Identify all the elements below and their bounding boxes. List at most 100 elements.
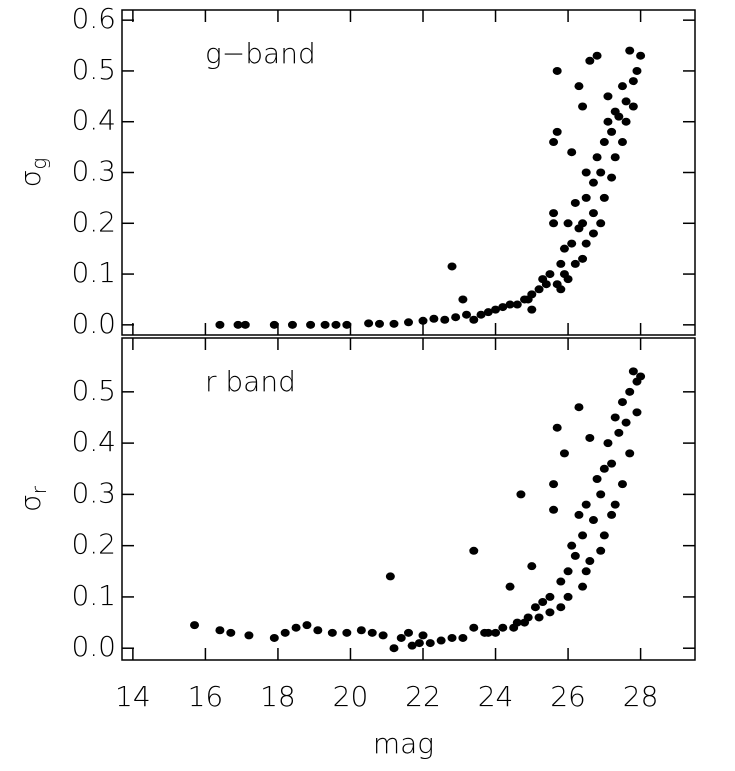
point: [280, 628, 290, 637]
point: [581, 239, 591, 248]
point: [556, 603, 566, 612]
point: [447, 633, 457, 642]
point: [603, 92, 613, 101]
point: [552, 280, 562, 289]
point: [534, 613, 544, 622]
point: [491, 305, 501, 314]
point: [538, 598, 548, 607]
point: [570, 259, 580, 268]
y-axis-label: σg: [14, 158, 51, 188]
point: [617, 398, 627, 407]
point: [527, 305, 537, 314]
point: [570, 198, 580, 207]
point: [364, 319, 374, 328]
x-tick-label: 16: [188, 680, 224, 713]
point: [621, 117, 631, 126]
y-label-symbol: σ: [14, 170, 47, 188]
point: [549, 138, 559, 147]
y-tick-label: 0.3: [71, 476, 116, 509]
point: [190, 621, 200, 630]
point: [570, 551, 580, 560]
point: [342, 628, 352, 637]
point: [378, 631, 388, 640]
point: [578, 582, 588, 591]
y-tick-label: 0.1: [71, 256, 116, 289]
point: [233, 320, 243, 329]
y-tick-label: 0.4: [71, 104, 116, 137]
point: [440, 315, 450, 324]
point: [607, 510, 617, 519]
point: [599, 193, 609, 202]
point: [578, 219, 588, 228]
y-label-symbol: σ: [14, 494, 47, 512]
point: [451, 313, 461, 322]
point: [367, 628, 377, 637]
point: [567, 148, 577, 157]
point: [509, 623, 519, 632]
point: [607, 459, 617, 468]
point: [462, 310, 472, 319]
y-label-subscript: r: [27, 485, 51, 494]
point: [559, 244, 569, 253]
x-tick-label: 28: [623, 680, 659, 713]
point: [556, 259, 566, 268]
point: [607, 127, 617, 136]
x-tick-label: 20: [333, 680, 369, 713]
annotation: g−band: [205, 37, 316, 70]
point: [625, 387, 635, 396]
point: [287, 320, 297, 329]
point: [538, 275, 548, 284]
point: [578, 531, 588, 540]
point: [516, 490, 526, 499]
point: [563, 592, 573, 601]
point: [425, 639, 435, 648]
point: [567, 541, 577, 550]
point: [599, 464, 609, 473]
y-tick-label: 0.3: [71, 155, 116, 188]
point: [523, 295, 533, 304]
point: [599, 531, 609, 540]
point: [610, 500, 620, 509]
point: [625, 46, 635, 55]
point: [581, 168, 591, 177]
point: [545, 270, 555, 279]
point: [505, 582, 515, 591]
point: [585, 56, 595, 65]
point: [574, 403, 584, 412]
point: [429, 314, 439, 323]
point: [498, 303, 508, 312]
point: [581, 500, 591, 509]
point: [404, 628, 413, 637]
point: [331, 320, 341, 329]
point: [588, 209, 598, 218]
y-tick-label: 0.1: [71, 579, 116, 612]
point: [610, 413, 620, 422]
point: [563, 567, 573, 576]
y-axis-label: σr: [14, 485, 51, 512]
point: [527, 562, 537, 571]
point: [458, 295, 468, 304]
point: [559, 270, 569, 279]
plot-frame: [121, 337, 696, 661]
point: [552, 127, 562, 136]
y-tick-label: 0.0: [71, 630, 116, 663]
y-label-subscript: g: [27, 158, 51, 170]
annotation: r band: [205, 365, 296, 398]
point: [567, 239, 577, 248]
point: [306, 320, 316, 329]
y-tick-label: 0.0: [71, 307, 116, 340]
point: [596, 546, 606, 555]
point: [520, 618, 530, 627]
point: [291, 623, 301, 632]
point: [418, 316, 428, 325]
point: [215, 320, 225, 329]
x-tick-label: 26: [550, 680, 586, 713]
point: [588, 229, 598, 238]
point: [592, 153, 602, 162]
point: [327, 628, 337, 637]
point: [603, 117, 613, 126]
y-tick-label: 0.4: [71, 425, 116, 458]
point: [545, 592, 555, 601]
point: [240, 320, 250, 329]
point: [607, 173, 617, 182]
